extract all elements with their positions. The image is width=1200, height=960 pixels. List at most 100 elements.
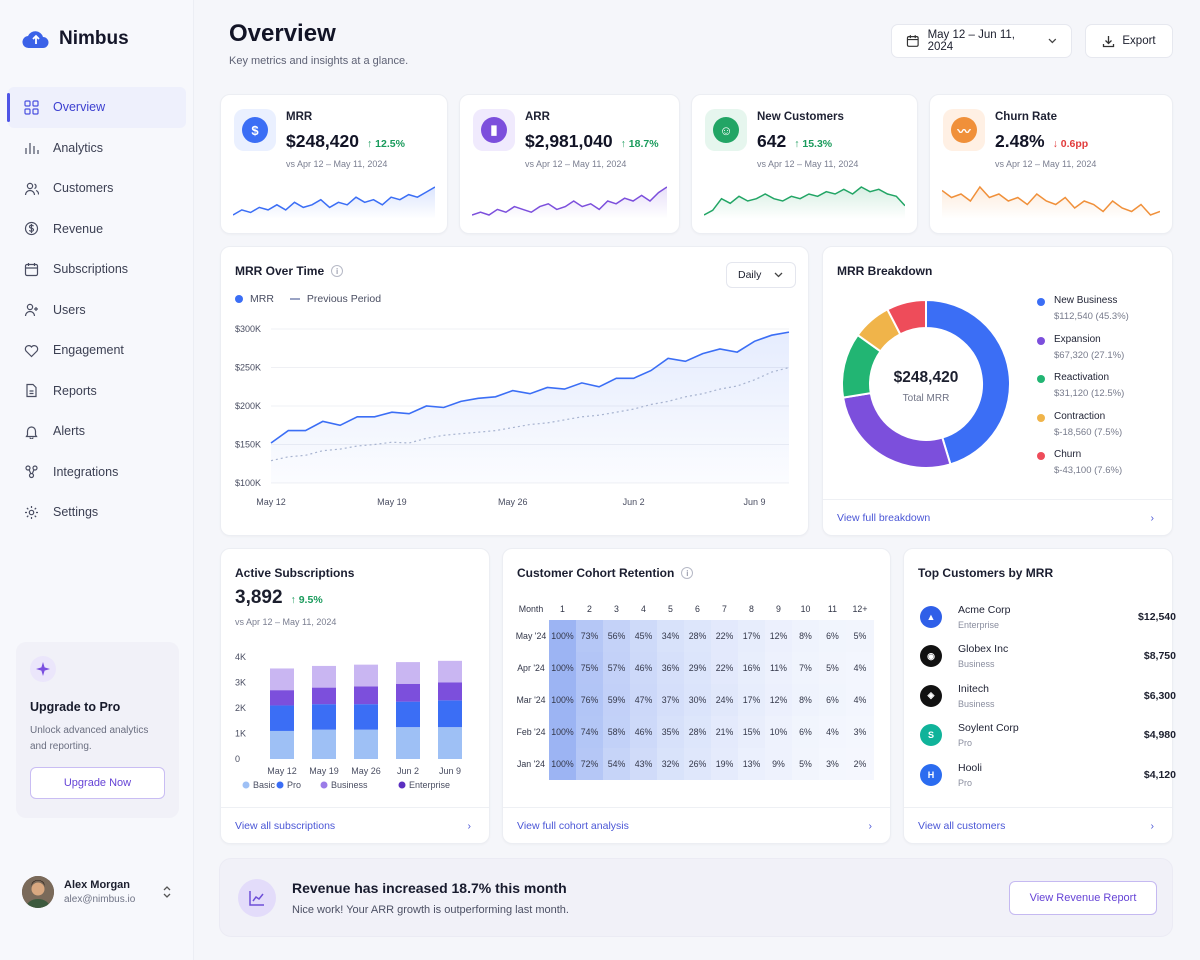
sidebar-item-settings[interactable]: Settings: [8, 492, 186, 533]
heart-icon: [24, 343, 39, 358]
bar-segment-business[interactable]: [438, 682, 462, 701]
bar-segment-pro[interactable]: [354, 704, 378, 730]
view-revenue-report-button[interactable]: View Revenue Report: [1009, 881, 1157, 915]
customer-row[interactable]: ◈ Initech Business $6,300: [920, 676, 1176, 716]
cohort-cell: 13%: [738, 748, 765, 780]
customer-logo-mark: ◉: [927, 650, 935, 661]
cohort-cell: 22%: [711, 620, 738, 652]
bar-segment-enterprise[interactable]: [438, 660, 462, 683]
bar-segment-enterprise[interactable]: [312, 665, 336, 688]
sparkle-icon: [30, 656, 56, 682]
top-customers-title: Top Customers by MRR: [918, 566, 1054, 580]
bar-segment-basic[interactable]: [270, 730, 294, 759]
y-tick-label: 4K: [235, 652, 246, 662]
y-tick-label: 3K: [235, 678, 246, 688]
cohort-cell: 72%: [576, 748, 603, 780]
customer-logo-mark: S: [927, 730, 934, 741]
legend-name: Expansion: [1054, 333, 1101, 345]
customer-row[interactable]: H Hooli Pro $4,120: [920, 755, 1176, 795]
cohort-cell: 76%: [576, 684, 603, 716]
sidebar-item-label: Revenue: [53, 221, 104, 236]
kpi-period: vs Apr 12 – May 11, 2024: [995, 159, 1097, 169]
info-icon[interactable]: i: [331, 265, 344, 277]
cohort-cell: 9%: [765, 748, 792, 780]
mrr-line: [270, 331, 790, 444]
bar-segment-pro[interactable]: [396, 701, 420, 728]
cohort-cell: 100%: [549, 652, 576, 684]
view-all-customers-link[interactable]: View all customers ›: [904, 807, 1172, 843]
kpi-period: vs Apr 12 – May 11, 2024: [286, 159, 388, 169]
sparkline-line: [704, 186, 905, 216]
chart-legend: MRR Previous Period: [235, 293, 381, 305]
bar-segment-basic[interactable]: [438, 727, 462, 759]
donut-slice-churn[interactable]: [886, 298, 927, 336]
customer-logo-icon: ◈: [920, 684, 942, 707]
bar-segment-business[interactable]: [312, 687, 336, 705]
sidebar-item-overview[interactable]: Overview: [7, 87, 186, 128]
bar-segment-basic[interactable]: [354, 729, 378, 759]
legend-name: Reactivation: [1054, 372, 1110, 383]
bar-segment-business[interactable]: [354, 686, 378, 705]
kpi-label: ARR: [525, 111, 550, 123]
bar-segment-pro[interactable]: [312, 704, 336, 730]
bar-segment-basic[interactable]: [396, 727, 420, 759]
sparkline-line: [472, 186, 667, 216]
sidebar-item-alerts[interactable]: Alerts: [8, 411, 186, 452]
cohort-cell: 32%: [657, 748, 684, 780]
kpi-card-arr[interactable]: ▮ ARR $2,981,040 ↑ 18.7% vs Apr 12 – May 11,…: [459, 94, 680, 234]
export-button[interactable]: Export: [1085, 24, 1173, 58]
granularity-select[interactable]: Daily: [726, 262, 796, 288]
bar-segment-pro[interactable]: [438, 700, 462, 728]
view-all-subscriptions-link[interactable]: View all subscriptions ›: [221, 807, 489, 843]
x-tick-label: May 12: [267, 766, 297, 776]
sidebar-item-reports[interactable]: Reports: [8, 371, 186, 412]
user-profile[interactable]: Alex Morgan alex@nimbus.io: [22, 876, 172, 908]
info-icon[interactable]: i: [681, 567, 694, 579]
kpi-card-new-customers[interactable]: ☺ New Customers 642 ↑ 15.3% vs Apr 12 – May …: [691, 94, 918, 234]
x-tick-label: May 26: [498, 497, 528, 507]
donut-slice-expansion[interactable]: [841, 391, 952, 469]
cohort-cell: 22%: [711, 652, 738, 684]
sidebar-item-subscriptions[interactable]: Subscriptions: [8, 249, 186, 290]
bar-segment-enterprise[interactable]: [354, 664, 378, 687]
bar-segment-enterprise[interactable]: [396, 662, 420, 684]
sidebar-item-revenue[interactable]: Revenue: [8, 209, 186, 250]
bar-segment-business[interactable]: [270, 690, 294, 706]
sidebar-item-engagement[interactable]: Engagement: [8, 330, 186, 371]
bar-segment-business[interactable]: [396, 683, 420, 702]
cohort-cell: 59%: [603, 684, 630, 716]
cohort-cell: 100%: [549, 716, 576, 748]
legend-label: Basic: [253, 780, 276, 790]
cohort-cell: 6%: [792, 716, 819, 748]
kpi-card-mrr[interactable]: $ MRR $248,420 ↑ 12.5% vs Apr 12 – May 11, 2…: [220, 94, 448, 234]
legend-dot: [276, 781, 284, 789]
kpi-card-churn-rate[interactable]: 〰 Churn Rate 2.48% ↓ 0.6pp vs Apr 12 – May 1…: [929, 94, 1173, 234]
donut-slice-new-business[interactable]: [925, 298, 1011, 466]
value-text: 3,892: [235, 587, 283, 608]
bar-segment-pro[interactable]: [270, 705, 294, 731]
sidebar-item-users[interactable]: Users: [8, 290, 186, 331]
legend-text: Reactivation $31,120 (12.5%): [1054, 372, 1124, 411]
customer-mrr: $6,300: [1143, 689, 1176, 702]
bar-segment-enterprise[interactable]: [270, 668, 294, 691]
legend-name: Churn: [1054, 449, 1082, 460]
sidebar-item-integrations[interactable]: Integrations: [8, 452, 186, 493]
sidebar-item-customers[interactable]: Customers: [8, 168, 186, 209]
customer-info: Soylent Corp Pro: [958, 722, 1019, 748]
cohort-cell: 8%: [792, 684, 819, 716]
app-logo[interactable]: Nimbus: [22, 28, 129, 50]
kpi-value: $248,420 ↑ 12.5%: [286, 131, 405, 152]
view-cohort-analysis-link[interactable]: View full cohort analysis ›: [503, 807, 890, 843]
date-range-picker[interactable]: May 12 – Jun 11, 2024: [891, 24, 1072, 58]
customer-row[interactable]: ▲ Acme Corp Enterprise $12,540: [920, 597, 1176, 637]
customer-row[interactable]: ◉ Globex Inc Business $8,750: [920, 637, 1176, 677]
bar-segment-basic[interactable]: [312, 729, 336, 759]
chevron-updown-icon[interactable]: [162, 886, 172, 898]
cohort-cell: 74%: [576, 716, 603, 748]
cohort-cell: 54%: [603, 748, 630, 780]
cohort-header-cell: 8: [749, 604, 754, 614]
customer-row[interactable]: S Soylent Corp Pro $4,980: [920, 716, 1176, 756]
upgrade-now-button[interactable]: Upgrade Now: [30, 767, 165, 799]
view-full-breakdown-link[interactable]: View full breakdown ›: [823, 499, 1172, 535]
sidebar-item-analytics[interactable]: Analytics: [8, 128, 186, 169]
